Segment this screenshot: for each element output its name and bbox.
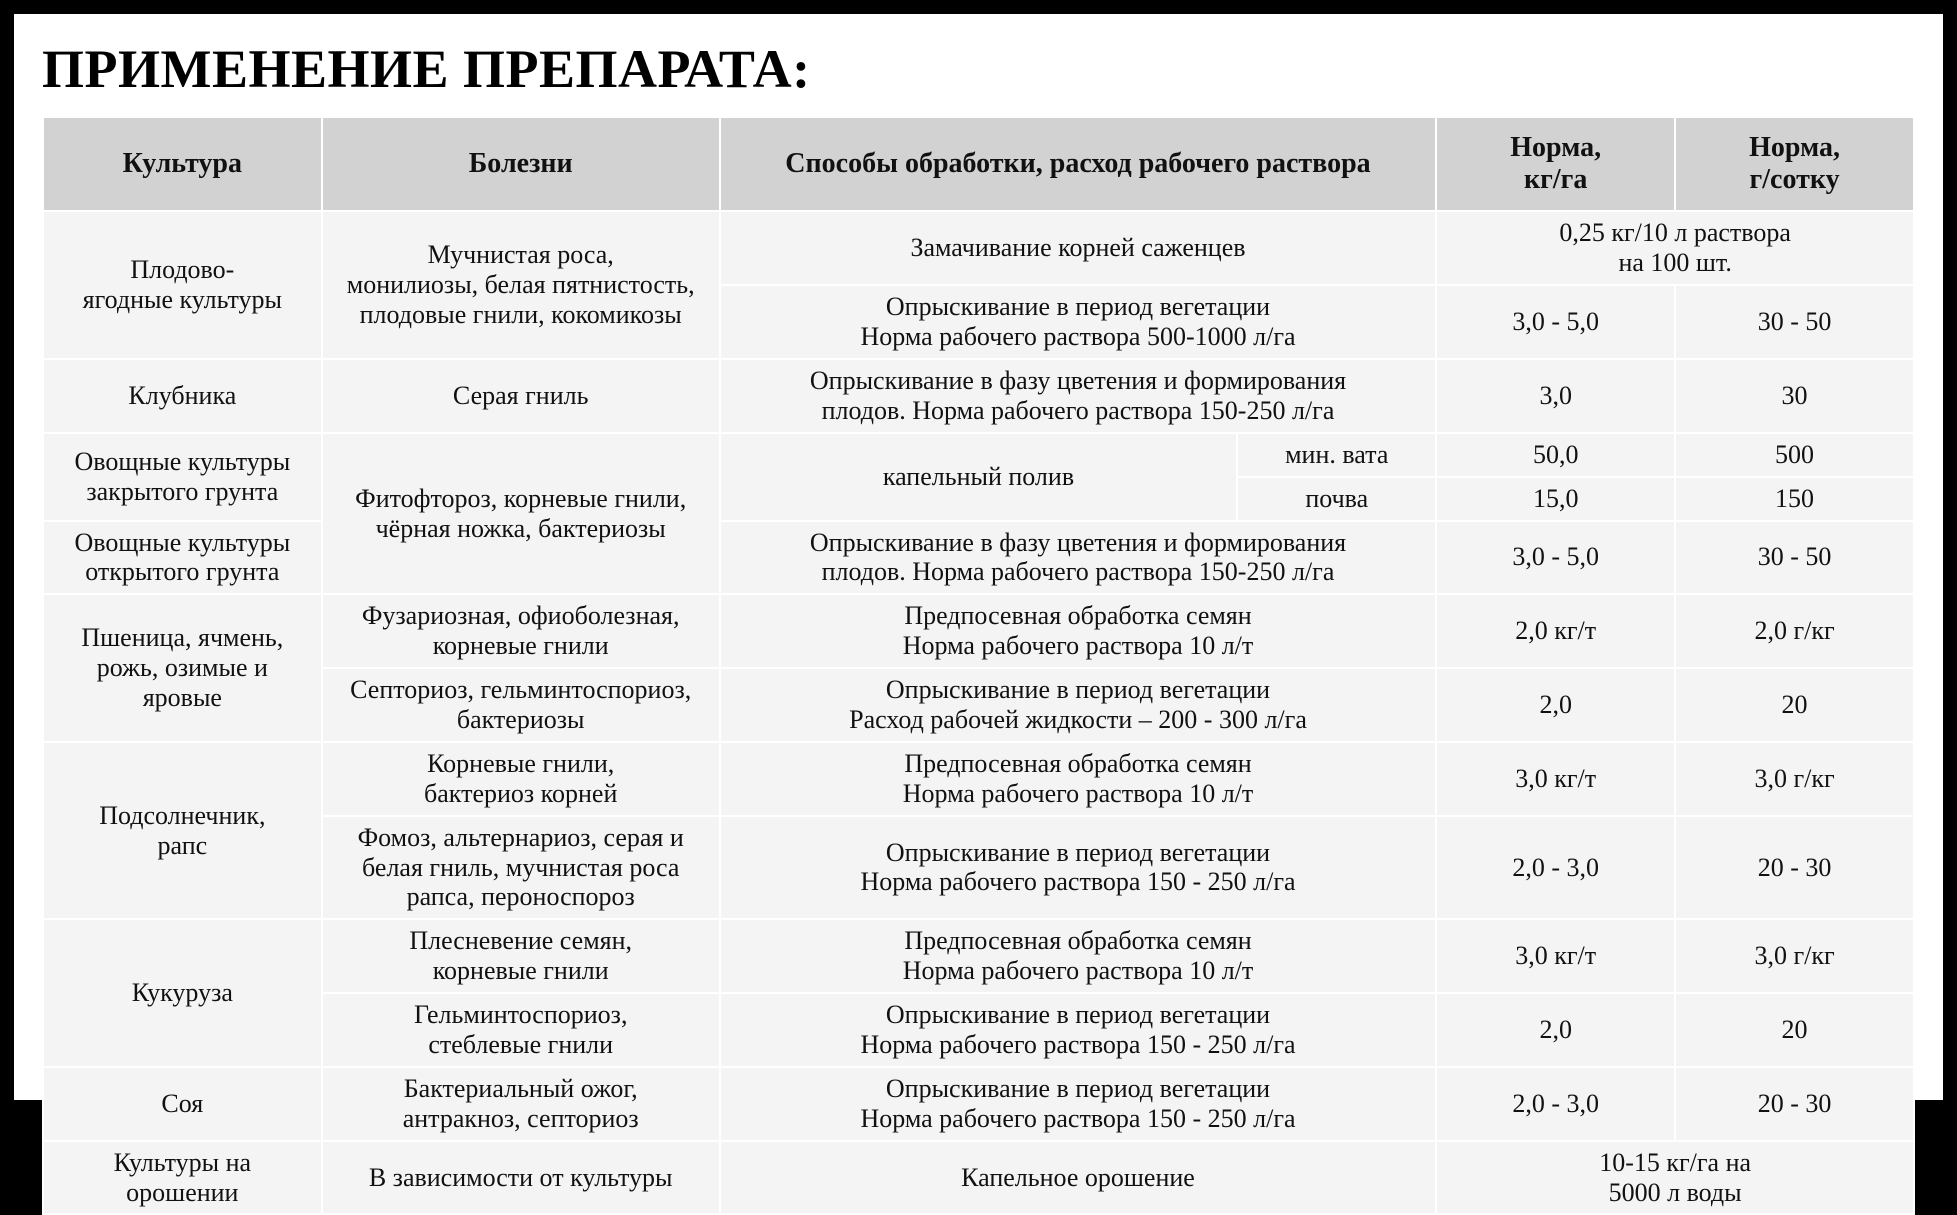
cell-norm-ha: 15,0 bbox=[1436, 477, 1675, 521]
cell-norm-s: 30 - 50 bbox=[1675, 521, 1914, 595]
page-title: ПРИМЕНЕНИЕ ПРЕПАРАТА: bbox=[42, 38, 1915, 100]
th-norm-ha: Норма, кг/га bbox=[1436, 117, 1675, 211]
cell-norm-ha: 3,0 кг/т bbox=[1436, 919, 1675, 993]
cell-culture: Культуры на орошении bbox=[43, 1141, 322, 1215]
cell-norm-s: 30 - 50 bbox=[1675, 285, 1914, 359]
cell-disease: Фузариозная, офиоболезная, корневые гнил… bbox=[322, 594, 720, 668]
table-row: Культуры на орошении В зависимости от ку… bbox=[43, 1141, 1914, 1215]
cell-disease: Бактериальный ожог, антракноз, септориоз bbox=[322, 1067, 720, 1141]
cell-norm-ha: 2,0 bbox=[1436, 993, 1675, 1067]
th-method: Способы обработки, расход рабочего раств… bbox=[720, 117, 1437, 211]
table-row: Соя Бактериальный ожог, антракноз, септо… bbox=[43, 1067, 1914, 1141]
cell-norm-ha: 2,0 - 3,0 bbox=[1436, 1067, 1675, 1141]
cell-culture: Подсолнечник, рапс bbox=[43, 742, 322, 919]
cell-norm-s: 3,0 г/кг bbox=[1675, 742, 1914, 816]
th-norm-sotka: Норма, г/сотку bbox=[1675, 117, 1914, 211]
cell-norm-s: 20 bbox=[1675, 993, 1914, 1067]
cell-culture: Плодово- ягодные культуры bbox=[43, 211, 322, 359]
cell-sub: почва bbox=[1237, 477, 1436, 521]
table-row: Плодово- ягодные культуры Мучнистая роса… bbox=[43, 211, 1914, 285]
cell-norm-s: 20 bbox=[1675, 668, 1914, 742]
cell-norm-s: 20 - 30 bbox=[1675, 1067, 1914, 1141]
table-row: Овощные культуры закрытого грунта Фитофт… bbox=[43, 433, 1914, 477]
cell-method: Опрыскивание в период вегетации Норма ра… bbox=[720, 816, 1437, 920]
th-disease: Болезни bbox=[322, 117, 720, 211]
cell-norm-ha: 2,0 кг/т bbox=[1436, 594, 1675, 668]
application-table: Культура Болезни Способы обработки, расх… bbox=[42, 116, 1915, 1215]
cell-sub: мин. вата bbox=[1237, 433, 1436, 477]
document-page: ПРИМЕНЕНИЕ ПРЕПАРАТА: Культура Болезни С… bbox=[0, 0, 1957, 1114]
cell-norm-s: 30 bbox=[1675, 359, 1914, 433]
cell-norm-ha: 2,0 - 3,0 bbox=[1436, 816, 1675, 920]
table-row: Пшеница, ячмень, рожь, озимые и яровые Ф… bbox=[43, 594, 1914, 668]
cell-disease: Септориоз, гельминтоспориоз, бактериозы bbox=[322, 668, 720, 742]
cell-method: Опрыскивание в фазу цветения и формирова… bbox=[720, 521, 1437, 595]
table-row: Фомоз, альтернариоз, серая и белая гниль… bbox=[43, 816, 1914, 920]
cell-culture: Пшеница, ячмень, рожь, озимые и яровые bbox=[43, 594, 322, 742]
cell-method: Предпосевная обработка семян Норма рабоч… bbox=[720, 742, 1437, 816]
th-culture: Культура bbox=[43, 117, 322, 211]
cell-norm-ha: 3,0 кг/т bbox=[1436, 742, 1675, 816]
cell-norm-s: 3,0 г/кг bbox=[1675, 919, 1914, 993]
table-row: Подсолнечник, рапс Корневые гнили, бакте… bbox=[43, 742, 1914, 816]
cell-norm: 0,25 кг/10 л раствора на 100 шт. bbox=[1436, 211, 1914, 285]
cell-norm-ha: 50,0 bbox=[1436, 433, 1675, 477]
cell-culture: Клубника bbox=[43, 359, 322, 433]
cell-disease: В зависимости от культуры bbox=[322, 1141, 720, 1215]
cell-norm-ha: 3,0 bbox=[1436, 359, 1675, 433]
table-header-row: Культура Болезни Способы обработки, расх… bbox=[43, 117, 1914, 211]
cell-disease: Серая гниль bbox=[322, 359, 720, 433]
cell-method: Капельное орошение bbox=[720, 1141, 1437, 1215]
table-row: Септориоз, гельминтоспориоз, бактериозы … bbox=[43, 668, 1914, 742]
cell-method: Опрыскивание в фазу цветения и формирова… bbox=[720, 359, 1437, 433]
cell-norm: 10-15 кг/га на 5000 л воды bbox=[1436, 1141, 1914, 1215]
cell-disease: Фомоз, альтернариоз, серая и белая гниль… bbox=[322, 816, 720, 920]
cell-norm-ha: 2,0 bbox=[1436, 668, 1675, 742]
cell-method: Опрыскивание в период вегетации Расход р… bbox=[720, 668, 1437, 742]
cell-norm-s: 2,0 г/кг bbox=[1675, 594, 1914, 668]
cell-method: Опрыскивание в период вегетации Норма ра… bbox=[720, 1067, 1437, 1141]
cell-culture: Овощные культуры открытого грунта bbox=[43, 521, 322, 595]
cell-method: Предпосевная обработка семян Норма рабоч… bbox=[720, 919, 1437, 993]
cell-method: Опрыскивание в период вегетации Норма ра… bbox=[720, 285, 1437, 359]
cell-culture: Овощные культуры закрытого грунта bbox=[43, 433, 322, 521]
table-row: Клубника Серая гниль Опрыскивание в фазу… bbox=[43, 359, 1914, 433]
cell-method: Предпосевная обработка семян Норма рабоч… bbox=[720, 594, 1437, 668]
cell-culture: Соя bbox=[43, 1067, 322, 1141]
cell-norm-ha: 3,0 - 5,0 bbox=[1436, 285, 1675, 359]
cell-disease: Мучнистая роса, монилиозы, белая пятнист… bbox=[322, 211, 720, 359]
cell-disease: Корневые гнили, бактериоз корней bbox=[322, 742, 720, 816]
cell-method: Опрыскивание в период вегетации Норма ра… bbox=[720, 993, 1437, 1067]
cell-disease: Фитофтороз, корневые гнили, чёрная ножка… bbox=[322, 433, 720, 595]
table-row: Гельминтоспориоз, стеблевые гнили Опрыск… bbox=[43, 993, 1914, 1067]
cell-norm-s: 150 bbox=[1675, 477, 1914, 521]
cell-method: Замачивание корней саженцев bbox=[720, 211, 1437, 285]
cell-norm-s: 500 bbox=[1675, 433, 1914, 477]
cell-disease: Гельминтоспориоз, стеблевые гнили bbox=[322, 993, 720, 1067]
table-row: Кукуруза Плесневение семян, корневые гни… bbox=[43, 919, 1914, 993]
cell-norm-ha: 3,0 - 5,0 bbox=[1436, 521, 1675, 595]
cell-disease: Плесневение семян, корневые гнили bbox=[322, 919, 720, 993]
cell-norm-s: 20 - 30 bbox=[1675, 816, 1914, 920]
cell-culture: Кукуруза bbox=[43, 919, 322, 1067]
cell-method: капельный полив bbox=[720, 433, 1238, 521]
